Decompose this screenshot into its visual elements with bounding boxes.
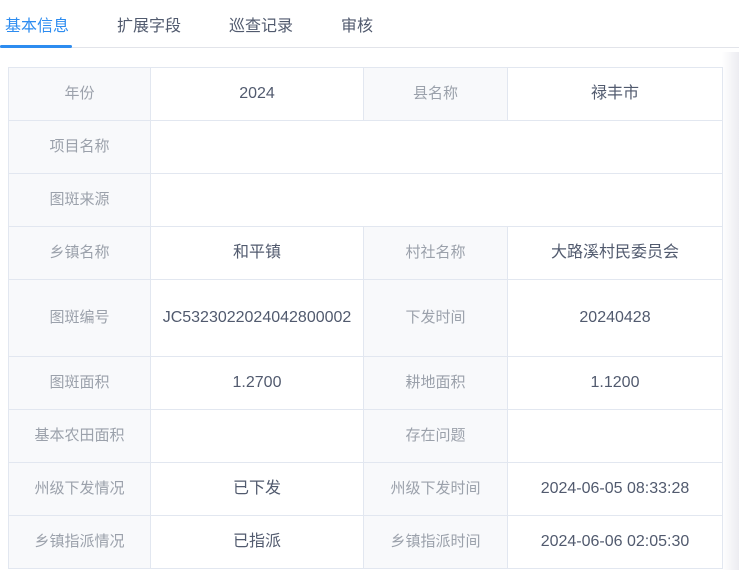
field-label: 乡镇指派情况: [8, 515, 151, 569]
field-label: 州级下发情况: [8, 462, 151, 516]
tab-extended-fields[interactable]: 扩展字段: [117, 17, 182, 35]
field-value: 和平镇: [150, 226, 364, 280]
field-label: 村社名称: [363, 226, 508, 280]
field-value: 2024: [150, 67, 364, 121]
table-row: 年份 2024 县名称 禄丰市: [8, 67, 723, 121]
field-value: 1.1200: [507, 356, 723, 410]
field-label: 图斑来源: [8, 173, 151, 227]
tab-inspection-records[interactable]: 巡查记录: [229, 17, 294, 35]
tab-basic-info[interactable]: 基本信息: [0, 0, 73, 48]
table-row: 项目名称: [8, 120, 723, 174]
field-value: 已下发: [150, 462, 364, 516]
table-row: 基本农田面积 存在问题: [8, 409, 723, 463]
tab-review[interactable]: 审核: [341, 17, 374, 35]
field-value: [150, 120, 723, 174]
field-label: 图斑编号: [8, 279, 151, 357]
field-label: 耕地面积: [363, 356, 508, 410]
tab-bar: 基本信息 扩展字段 巡查记录 审核: [0, 0, 739, 48]
field-label: 乡镇名称: [8, 226, 151, 280]
table-row: 州级下发情况 已下发 州级下发时间 2024-06-05 08:33:28: [8, 462, 723, 516]
field-label: 下发时间: [363, 279, 508, 357]
field-value: 禄丰市: [507, 67, 723, 121]
field-value: [150, 409, 364, 463]
detail-table: 年份 2024 县名称 禄丰市 项目名称 图斑来源 乡镇名称 和平镇 村社名称 大路溪村民委员会图…: [8, 67, 723, 569]
table-row: 图斑来源: [8, 173, 723, 227]
table-row: 乡镇指派情况 已指派 乡镇指派时间 2024-06-06 02:05:30: [8, 515, 723, 569]
basic-info-panel: 年份 2024 县名称 禄丰市 项目名称 图斑来源 乡镇名称 和平镇 村社名称 大路溪村民委员会图…: [0, 48, 739, 569]
field-label: 项目名称: [8, 120, 151, 174]
field-value: 20240428: [507, 279, 723, 357]
field-value: 2024-06-06 02:05:30: [507, 515, 723, 569]
field-value: [507, 409, 723, 463]
field-value: 已指派: [150, 515, 364, 569]
field-value: JC5323022024042800002: [150, 279, 364, 357]
field-value: [150, 173, 723, 227]
field-value: 2024-06-05 08:33:28: [507, 462, 723, 516]
field-label: 县名称: [363, 67, 508, 121]
field-label: 图斑面积: [8, 356, 151, 410]
field-label: 存在问题: [363, 409, 508, 463]
field-label: 州级下发时间: [363, 462, 508, 516]
table-row: 乡镇名称 和平镇 村社名称 大路溪村民委员会: [8, 226, 723, 280]
field-label: 乡镇指派时间: [363, 515, 508, 569]
field-value: 1.2700: [150, 356, 364, 410]
field-label: 基本农田面积: [8, 409, 151, 463]
table-row: 图斑编号 JC5323022024042800002 下发时间 20240428: [8, 279, 723, 357]
field-label: 年份: [8, 67, 151, 121]
table-row: 图斑面积 1.2700 耕地面积 1.1200: [8, 356, 723, 410]
field-value: 大路溪村民委员会: [507, 226, 723, 280]
